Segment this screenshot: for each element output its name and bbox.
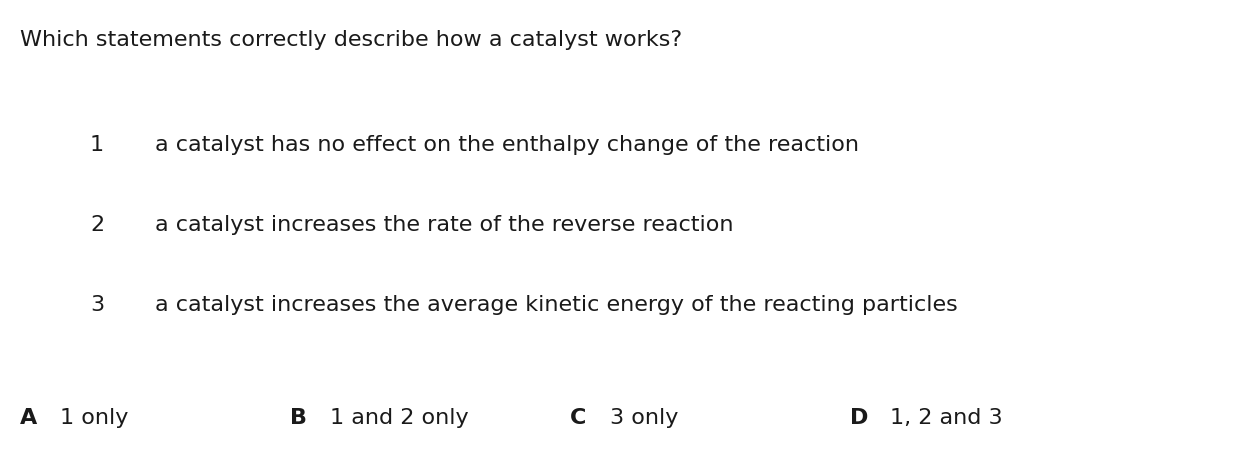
Text: a catalyst increases the average kinetic energy of the reacting particles: a catalyst increases the average kinetic… — [155, 295, 958, 315]
Text: 3 only: 3 only — [610, 408, 679, 428]
Text: 1 and 2 only: 1 and 2 only — [331, 408, 468, 428]
Text: a catalyst has no effect on the enthalpy change of the reaction: a catalyst has no effect on the enthalpy… — [155, 135, 859, 155]
Text: 1, 2 and 3: 1, 2 and 3 — [890, 408, 1003, 428]
Text: 3: 3 — [90, 295, 104, 315]
Text: B: B — [290, 408, 307, 428]
Text: A: A — [20, 408, 38, 428]
Text: C: C — [570, 408, 586, 428]
Text: a catalyst increases the rate of the reverse reaction: a catalyst increases the rate of the rev… — [155, 215, 734, 235]
Text: 1: 1 — [90, 135, 104, 155]
Text: 2: 2 — [90, 215, 104, 235]
Text: Which statements correctly describe how a catalyst works?: Which statements correctly describe how … — [20, 30, 682, 50]
Text: D: D — [850, 408, 869, 428]
Text: 1 only: 1 only — [60, 408, 129, 428]
